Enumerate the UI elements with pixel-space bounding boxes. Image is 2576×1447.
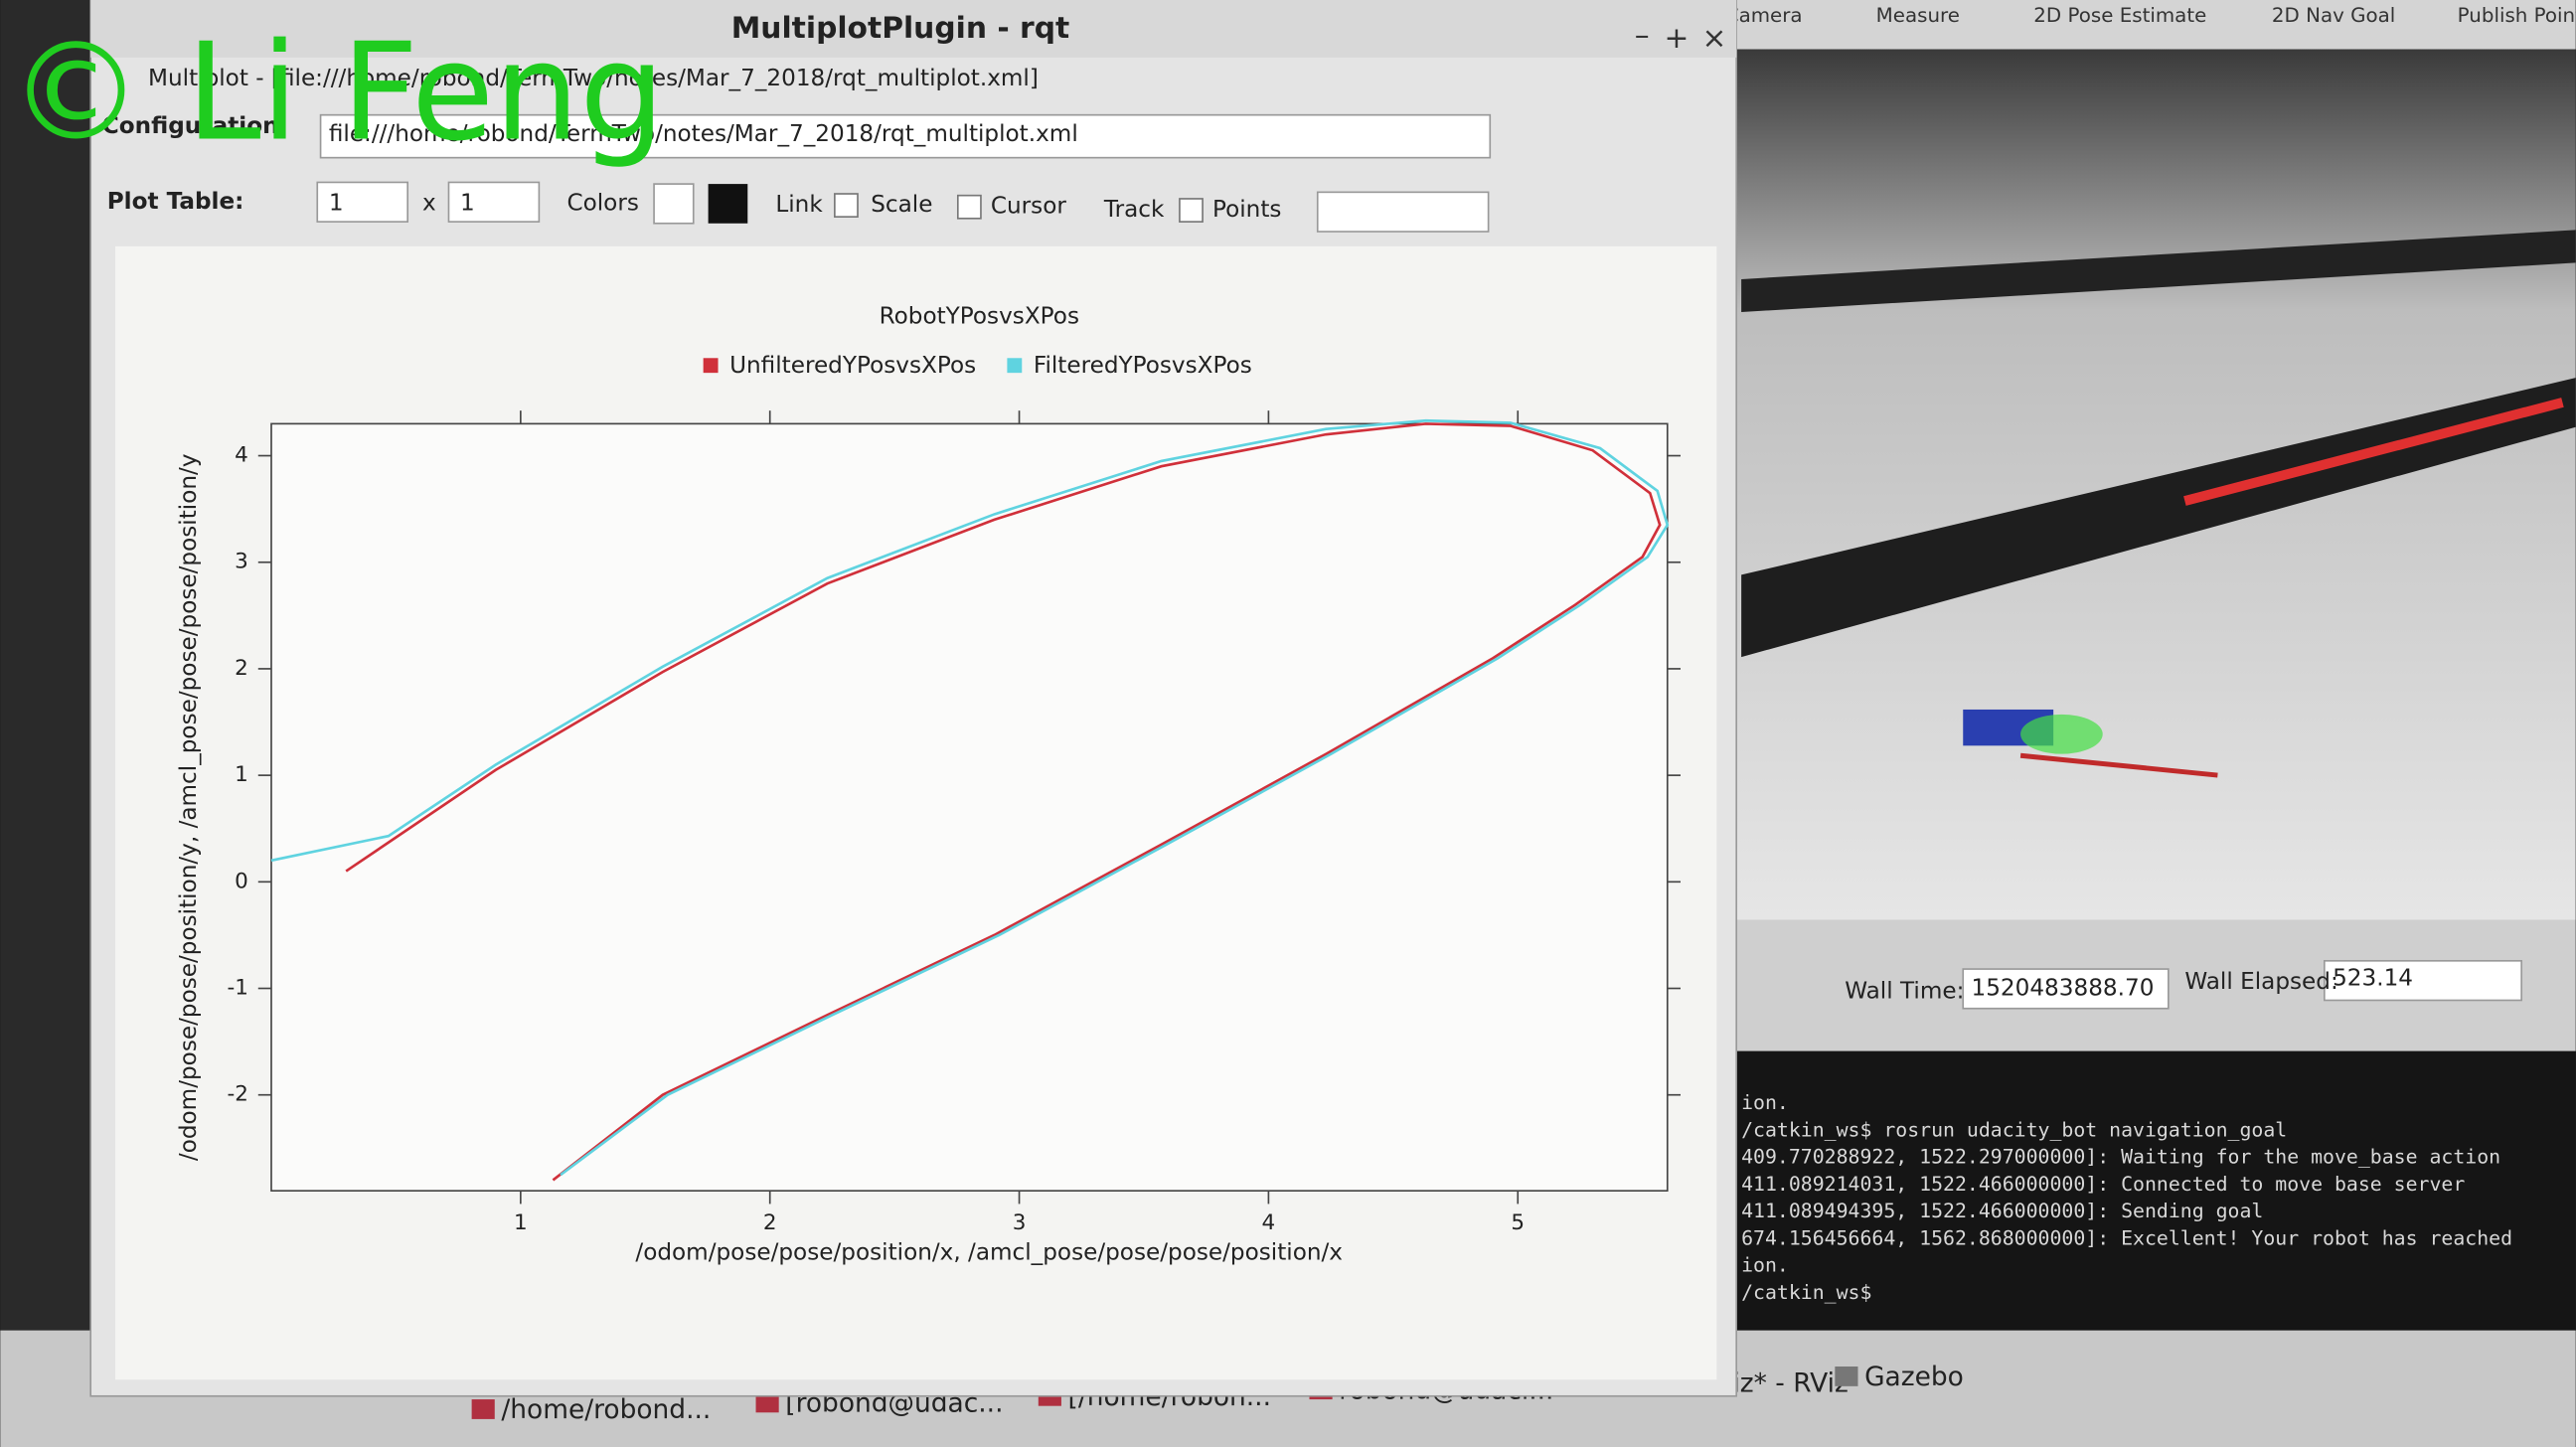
- tool-button[interactable]: 2D Pose Estimate: [2033, 4, 2206, 27]
- tool-button[interactable]: 2D Nav Goal: [2272, 4, 2395, 27]
- series-line: [345, 422, 1662, 1182]
- legend-swatch: [1007, 358, 1023, 374]
- terminal: [1736, 1050, 2576, 1331]
- terminal-line: 411.089214031, 1522.466000000]: Connecte…: [1741, 1173, 2465, 1196]
- task-icon: [755, 1392, 779, 1413]
- chart-title: RobotYPosvsXPos: [880, 303, 1079, 329]
- terminal-line: 409.770288922, 1522.297000000]: Waiting …: [1741, 1146, 2500, 1169]
- rows-spin[interactable]: [316, 181, 408, 223]
- times: x: [422, 190, 436, 216]
- rows: 1: [329, 190, 344, 216]
- value: 523.14: [2333, 965, 2413, 991]
- terminal-line: /catkin_ws$: [1741, 1281, 1871, 1304]
- terminal-line: 411.089494395, 1522.466000000]: Sending …: [1741, 1200, 2263, 1222]
- x-axis-label: /odom/pose/pose/position/x, /amcl_pose/p…: [635, 1239, 1343, 1265]
- y-tick-label: 2: [235, 656, 248, 681]
- window-title: MultiplotPlugin - rqt: [731, 11, 1069, 46]
- terminal-line: 674.156456664, 1562.868000000]: Excellen…: [1741, 1226, 2512, 1249]
- task-icon: [1835, 1367, 1858, 1386]
- checkbox[interactable]: [1179, 198, 1204, 223]
- chart: RobotYPosvsXPos/odom/pose/pose/position/…: [176, 303, 1681, 1265]
- series-line: [270, 418, 1670, 1177]
- x-tick-label: 5: [1511, 1210, 1525, 1235]
- terminal-line: ion.: [1741, 1254, 1789, 1277]
- scale-label: Scale: [871, 192, 932, 218]
- cols: 1: [460, 190, 475, 216]
- task-icon: [471, 1399, 495, 1419]
- y-tick-label: 1: [235, 762, 248, 787]
- task-button[interactable]: Gazebo: [1864, 1362, 1964, 1392]
- plot-canvas: [270, 422, 1669, 1193]
- terminal-text: ion. /catkin_ws$ rosrun udacity_bot navig…: [1741, 1091, 2512, 1304]
- legend-label: UnfilteredYPosvsXPos: [729, 353, 976, 379]
- x-tick-label: 1: [514, 1210, 528, 1235]
- wall: [1741, 230, 2576, 313]
- value: 1520483888.70: [1972, 975, 2155, 1001]
- y-tick-label: -2: [227, 1082, 247, 1107]
- close[interactable]: ×: [1701, 21, 1726, 56]
- y-tick-label: 0: [235, 869, 248, 893]
- text-field[interactable]: [1316, 191, 1490, 233]
- points-label: Points: [1212, 197, 1281, 223]
- track-label: Track: [1103, 197, 1165, 223]
- cols-spin[interactable]: [447, 181, 541, 223]
- goal-arrow: [2019, 752, 2218, 778]
- fg-color[interactable]: [708, 184, 748, 224]
- wall-elapsed-field: [2324, 959, 2522, 1002]
- x-tick-label: 2: [763, 1210, 777, 1235]
- legend-label: FilteredYPosvsXPos: [1034, 353, 1252, 379]
- minimize[interactable]: –: [1635, 18, 1650, 53]
- checkbox[interactable]: [834, 193, 859, 218]
- tab-title: Multiplot - [file:///home/robond/TermTwo…: [148, 66, 1039, 91]
- laser-scan: [2183, 398, 2564, 506]
- link-label: Link: [775, 192, 823, 218]
- cursor-label: Cursor: [991, 194, 1067, 220]
- config-path: file:///home/robond/TermTwo/notes/Mar_7_…: [329, 121, 1078, 147]
- label: Wall Time:: [1845, 979, 1964, 1005]
- title-bar: [90, 0, 1737, 58]
- y-axis-label: /odom/pose/pose/position/y, /amcl_pose/p…: [176, 453, 202, 1161]
- rviz-toolbar: [1736, 0, 2576, 50]
- label: Wall Elapsed:: [2184, 969, 2337, 995]
- watermark: © Li Feng: [9, 14, 666, 171]
- maximize[interactable]: +: [1664, 21, 1689, 56]
- wall: [1741, 378, 2576, 658]
- terminal-line: /catkin_ws$ rosrun udacity_bot navigatio…: [1741, 1118, 2287, 1141]
- config-combo[interactable]: [319, 113, 1492, 159]
- legend-swatch: [703, 358, 719, 374]
- tool-button[interactable]: Publish Point: [2458, 4, 2576, 27]
- x-tick-label: 3: [1013, 1210, 1027, 1235]
- y-tick-label: 4: [235, 443, 248, 468]
- bg-color[interactable]: [653, 183, 695, 225]
- y-tick-label: -1: [227, 976, 247, 1001]
- checkbox[interactable]: [956, 194, 982, 220]
- terminal-line: ion.: [1741, 1091, 1789, 1114]
- colors-label: Colors: [566, 190, 638, 216]
- plot-table-label: Plot Table:: [107, 189, 244, 215]
- rviz-status: Wall Time: 1520483888.70 Wall Elapsed: 5…: [1845, 965, 2413, 1004]
- tool-button[interactable]: Measure: [1876, 4, 1960, 27]
- particle-cloud: [2020, 714, 2103, 754]
- task-button[interactable]: /home/robond...: [501, 1394, 711, 1425]
- wall-time-field: [1962, 968, 2170, 1010]
- x-tick-label: 4: [1262, 1210, 1276, 1235]
- config-label: Configuration:: [102, 113, 288, 139]
- y-tick-label: 3: [235, 550, 248, 574]
